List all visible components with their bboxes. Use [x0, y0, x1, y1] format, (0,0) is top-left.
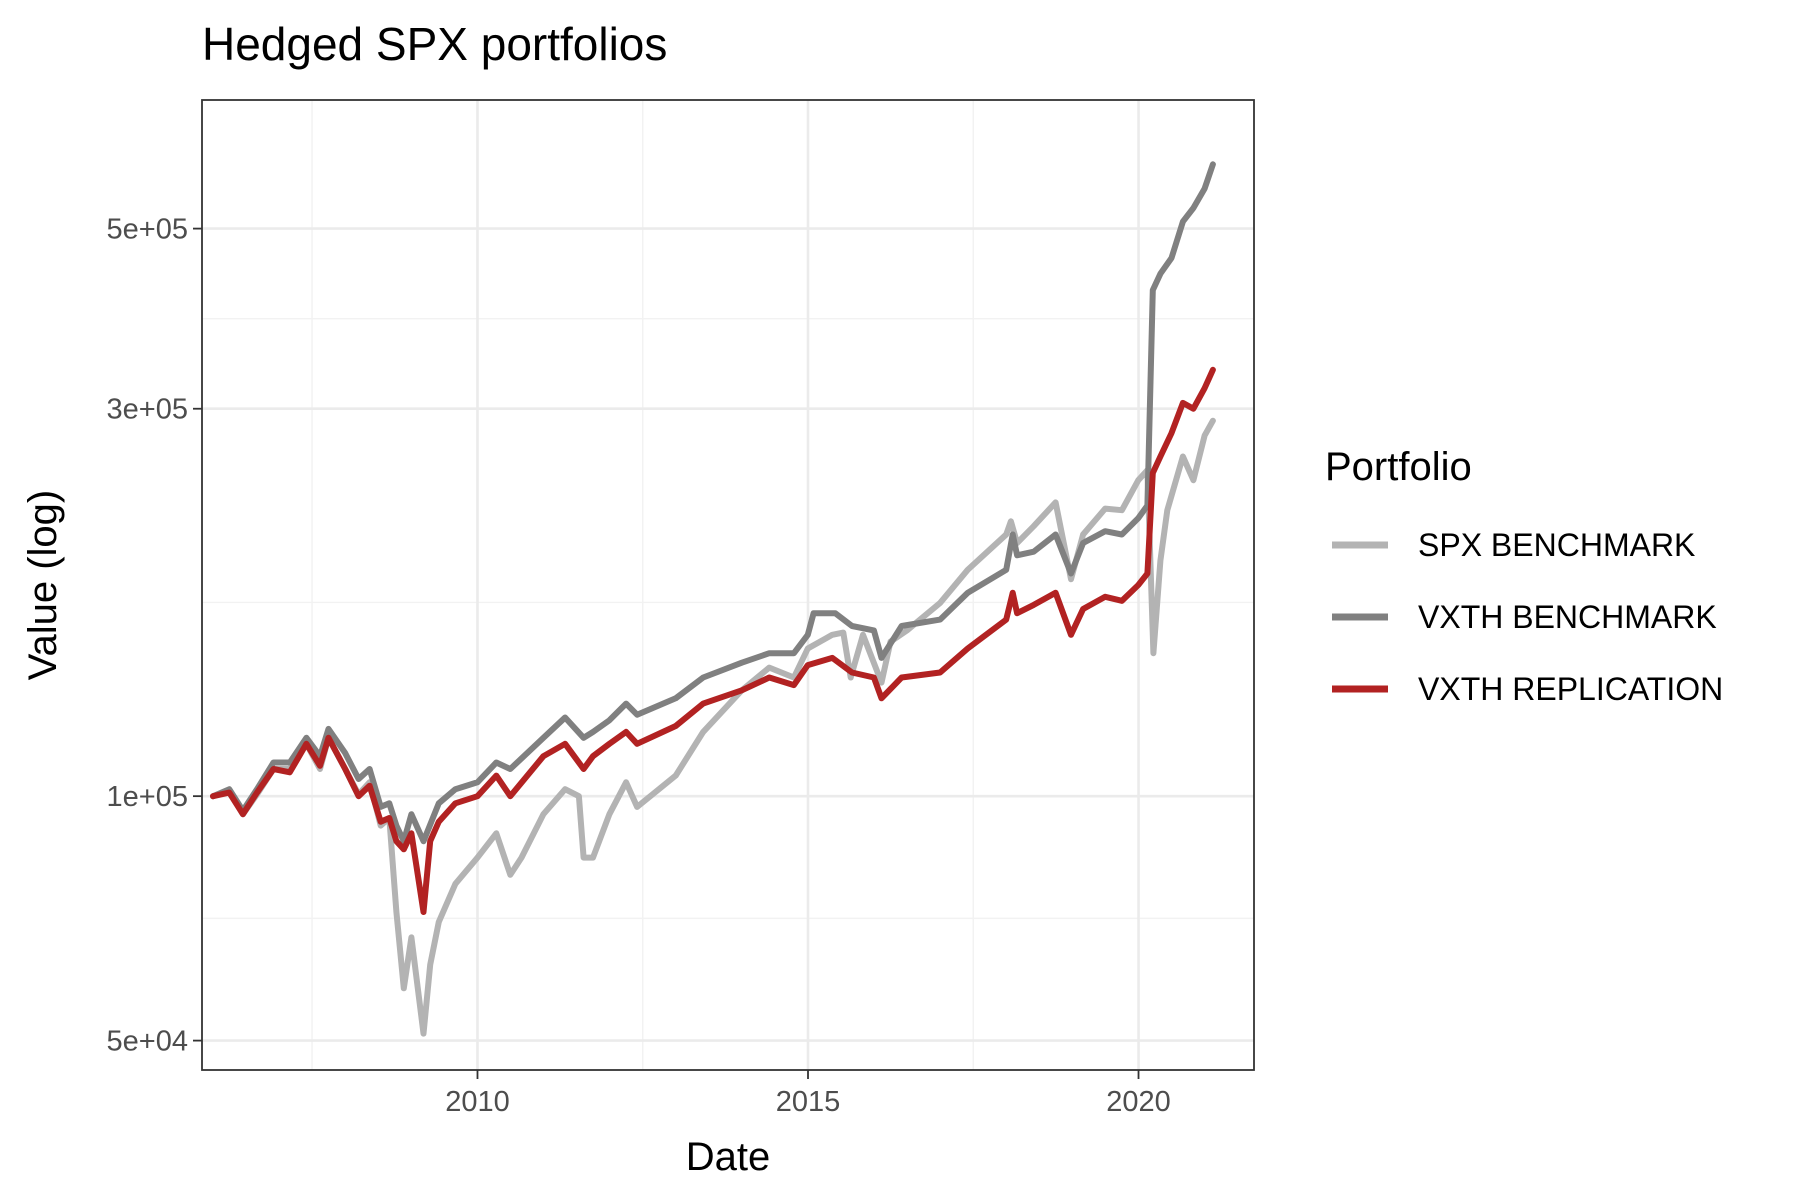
plot-panel: [202, 100, 1254, 1070]
x-axis: 2010 2015 2020: [445, 1070, 1171, 1118]
chart-title: Hedged SPX portfolios: [202, 18, 667, 70]
legend-label-vxth-replication: VXTH REPLICATION: [1418, 671, 1723, 707]
legend-label-vxth-benchmark: VXTH BENCHMARK: [1418, 599, 1717, 635]
legend: Portfolio SPX BENCHMARK VXTH BENCHMARK VXT…: [1325, 445, 1723, 707]
series-line-vxth-replication: [210, 366, 1216, 915]
x-tick-label-2015: 2015: [776, 1086, 841, 1118]
x-axis-title: Date: [686, 1135, 771, 1179]
y-axis-title: Value (log): [21, 490, 65, 680]
series-line-vxth-benchmark: [210, 161, 1216, 845]
y-tick-label-0: 5e+04: [107, 1026, 188, 1058]
y-tick-label-1: 1e+05: [107, 781, 188, 813]
series-layer: [210, 161, 1216, 1037]
y-tick-label-2: 3e+05: [107, 394, 188, 426]
legend-label-spx-benchmark: SPX BENCHMARK: [1418, 527, 1695, 563]
y-axis: 5e+04 1e+05 3e+05 5e+05: [107, 214, 202, 1058]
plot-border: [201, 99, 1255, 1071]
grid-minor: [202, 100, 1254, 1070]
legend-keys: SPX BENCHMARK VXTH BENCHMARK VXTH REPLICAT…: [1332, 527, 1723, 707]
x-tick-label-2010: 2010: [445, 1086, 510, 1118]
x-tick-label-2020: 2020: [1106, 1086, 1171, 1118]
legend-title: Portfolio: [1325, 445, 1472, 489]
y-tick-label-3: 5e+05: [107, 214, 188, 246]
